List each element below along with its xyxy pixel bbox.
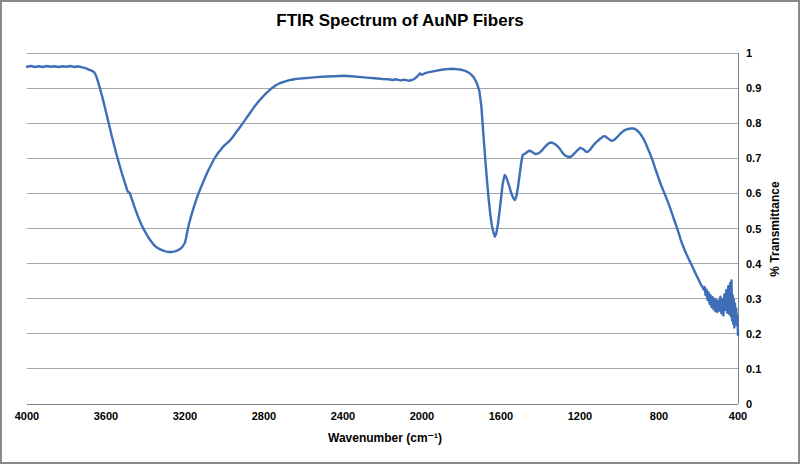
y-tick-label: 0.2 bbox=[746, 328, 761, 340]
y-axis-title: % Transmittance bbox=[768, 149, 782, 309]
ftir-spectrum-chart: FTIR Spectrum of AuNP Fibers 40003600320… bbox=[0, 0, 800, 464]
y-tick-label: 0.4 bbox=[746, 258, 762, 270]
x-tick-label: 2000 bbox=[410, 410, 434, 422]
spectrum-line bbox=[27, 66, 738, 335]
x-tick-label: 800 bbox=[650, 410, 668, 422]
y-tick-label: 0.1 bbox=[746, 363, 761, 375]
x-tick-label: 1600 bbox=[489, 410, 513, 422]
y-tick-label: 0 bbox=[746, 398, 752, 410]
x-axis-title: Wavenumber (cm⁻¹) bbox=[2, 431, 768, 445]
plot-area: 4000 3600 3200 2800 2400 2000 1600 1200 800 4000 0… bbox=[2, 2, 798, 462]
y-tick-label: 0.5 bbox=[746, 223, 761, 235]
x-tick-label: 400 bbox=[729, 410, 747, 422]
x-tick-label: 1200 bbox=[568, 410, 592, 422]
y-tick-label: 0.6 bbox=[746, 187, 761, 199]
x-tick-label: 3200 bbox=[173, 410, 197, 422]
x-tick-label: 4000 bbox=[15, 410, 39, 422]
x-tick-label: 3600 bbox=[94, 410, 118, 422]
y-tick-label: 0.8 bbox=[746, 117, 761, 129]
x-tick-label: 2400 bbox=[331, 410, 355, 422]
y-tick-label: 0.7 bbox=[746, 152, 761, 164]
y-tick-label: 1 bbox=[746, 47, 752, 59]
y-tick-label: 0.3 bbox=[746, 293, 761, 305]
y-tick-label: 0.9 bbox=[746, 82, 761, 94]
x-tick-label: 2800 bbox=[252, 410, 276, 422]
